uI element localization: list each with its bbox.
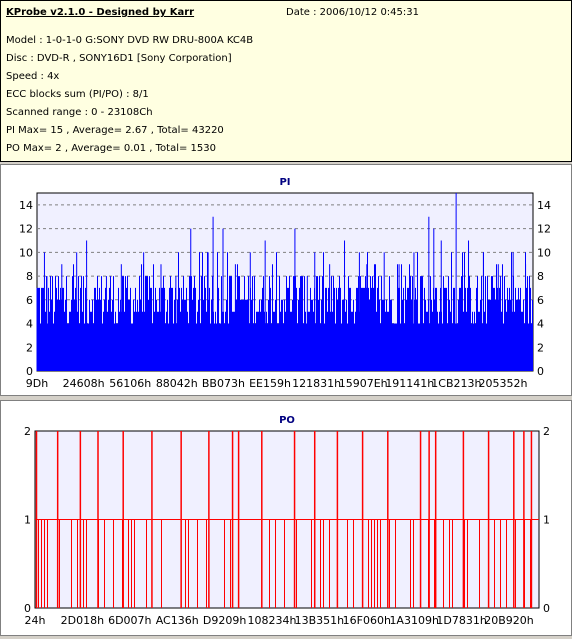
pi-chart: PI 0 0 2 2 4 4 6 6 8 8 10 10 12 12 14 14 9Dh 24608h 56106h 8… (19, 177, 551, 390)
po-chart: PO 0 0 1 1 2 2 24h 2D018h 6D007h AC136h D9209h 10823… (24, 415, 550, 627)
y-tick-label-right: 0 (543, 602, 550, 615)
model-line: Model : 1-0-1-0 G:SONY DVD RW DRU-800A K… (6, 35, 254, 46)
y-tick-label-right: 14 (537, 199, 551, 212)
x-tick-label: 1D7831h (436, 614, 486, 627)
x-tick-label: 20B920h (484, 614, 534, 627)
y-tick-label-right: 1 (543, 514, 550, 527)
x-tick-label: 24608h (63, 377, 105, 390)
x-tick-label: EE159h (249, 377, 291, 390)
y-tick-label-right: 2 (543, 425, 550, 438)
x-tick-label: 108234h (248, 614, 297, 627)
x-tick-label: 121831h (292, 377, 341, 390)
x-tick-label: D9209h (203, 614, 246, 627)
range-line: Scanned range : 0 - 23108Ch (6, 107, 153, 118)
y-tick-label: 8 (26, 270, 33, 283)
app-title: KProbe v2.1.0 - Designed by Karr (6, 7, 195, 18)
y-tick-label: 0 (24, 602, 31, 615)
y-tick-label-right: 4 (537, 318, 544, 331)
y-tick-label: 4 (26, 318, 33, 331)
x-tick-label: 16F060h (343, 614, 391, 627)
x-tick-label: 13B351h (295, 614, 345, 627)
info-panel: KProbe v2.1.0 - Designed by Karr Date : … (0, 0, 572, 162)
pi-chart-panel: PI 0 0 2 2 4 4 6 6 8 8 10 10 12 12 14 14 9Dh 24608h 56106h 8… (0, 164, 572, 396)
y-tick-label: 12 (19, 223, 33, 236)
speed-line: Speed : 4x (6, 71, 60, 82)
x-tick-label: 15907Eh (339, 377, 388, 390)
y-tick-label-right: 6 (537, 294, 544, 307)
x-tick-label: 1CB213h (431, 377, 481, 390)
po-stats-line: PO Max= 2 , Average= 0.01 , Total= 1530 (6, 143, 216, 154)
scan-date: Date : 2006/10/12 0:45:31 (286, 7, 419, 18)
x-tick-label: 56106h (109, 377, 151, 390)
ecc-line: ECC blocks sum (PI/PO) : 8/1 (6, 89, 149, 100)
x-tick-label: 24h (25, 614, 46, 627)
disc-line: Disc : DVD-R , SONY16D1 [Sony Corporatio… (6, 53, 232, 64)
x-tick-label: 6D007h (108, 614, 151, 627)
y-tick-label-right: 0 (537, 365, 544, 378)
y-tick-label: 2 (26, 341, 33, 354)
y-tick-label-right: 2 (537, 341, 544, 354)
x-tick-label: 205352h (479, 377, 528, 390)
x-tick-label: 2D018h (61, 614, 104, 627)
y-tick-label: 14 (19, 199, 33, 212)
x-tick-label: BB073h (202, 377, 245, 390)
x-tick-label: 88042h (156, 377, 198, 390)
x-tick-label: 191141h (385, 377, 434, 390)
y-tick-label: 6 (26, 294, 33, 307)
pi-stats-line: PI Max= 15 , Average= 2.67 , Total= 4322… (6, 125, 224, 136)
y-tick-label: 0 (26, 365, 33, 378)
chart-title: PI (279, 177, 290, 188)
x-tick-label: 9Dh (26, 377, 48, 390)
y-tick-label: 10 (19, 246, 33, 259)
y-tick-label-right: 12 (537, 223, 551, 236)
y-tick-label-right: 8 (537, 270, 544, 283)
po-chart-panel: PO 0 0 1 1 2 2 24h 2D018h 6D007h AC136h D9209h 10823… (0, 400, 572, 636)
x-tick-label: AC136h (156, 614, 199, 627)
x-tick-label: 1A3109h (389, 614, 439, 627)
chart-title: PO (279, 415, 295, 426)
y-tick-label: 1 (24, 514, 31, 527)
y-tick-label-right: 10 (537, 246, 551, 259)
y-tick-label: 2 (24, 425, 31, 438)
